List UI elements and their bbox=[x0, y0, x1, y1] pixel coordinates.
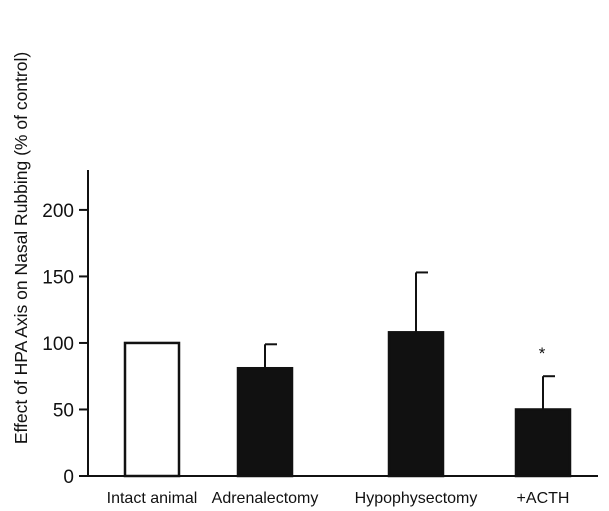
y-tick-label: 100 bbox=[42, 334, 74, 355]
significance-marker: * bbox=[539, 344, 546, 363]
x-category-label: Hypophysectomy bbox=[355, 490, 478, 507]
bar bbox=[236, 366, 294, 478]
y-tick-label: 200 bbox=[42, 201, 74, 222]
x-category-label: Adrenalectomy bbox=[212, 490, 319, 507]
bar bbox=[387, 331, 445, 478]
x-category-label: Intact animal bbox=[107, 490, 198, 507]
y-tick-label: 150 bbox=[42, 267, 74, 288]
y-tick-label: 50 bbox=[53, 400, 74, 421]
bar bbox=[514, 408, 572, 478]
x-category-label: +ACTH bbox=[517, 490, 570, 507]
bar bbox=[123, 341, 181, 478]
y-axis-label: Effect of HPA Axis on Nasal Rubbing (% o… bbox=[11, 52, 31, 444]
y-tick-label: 0 bbox=[63, 467, 74, 488]
